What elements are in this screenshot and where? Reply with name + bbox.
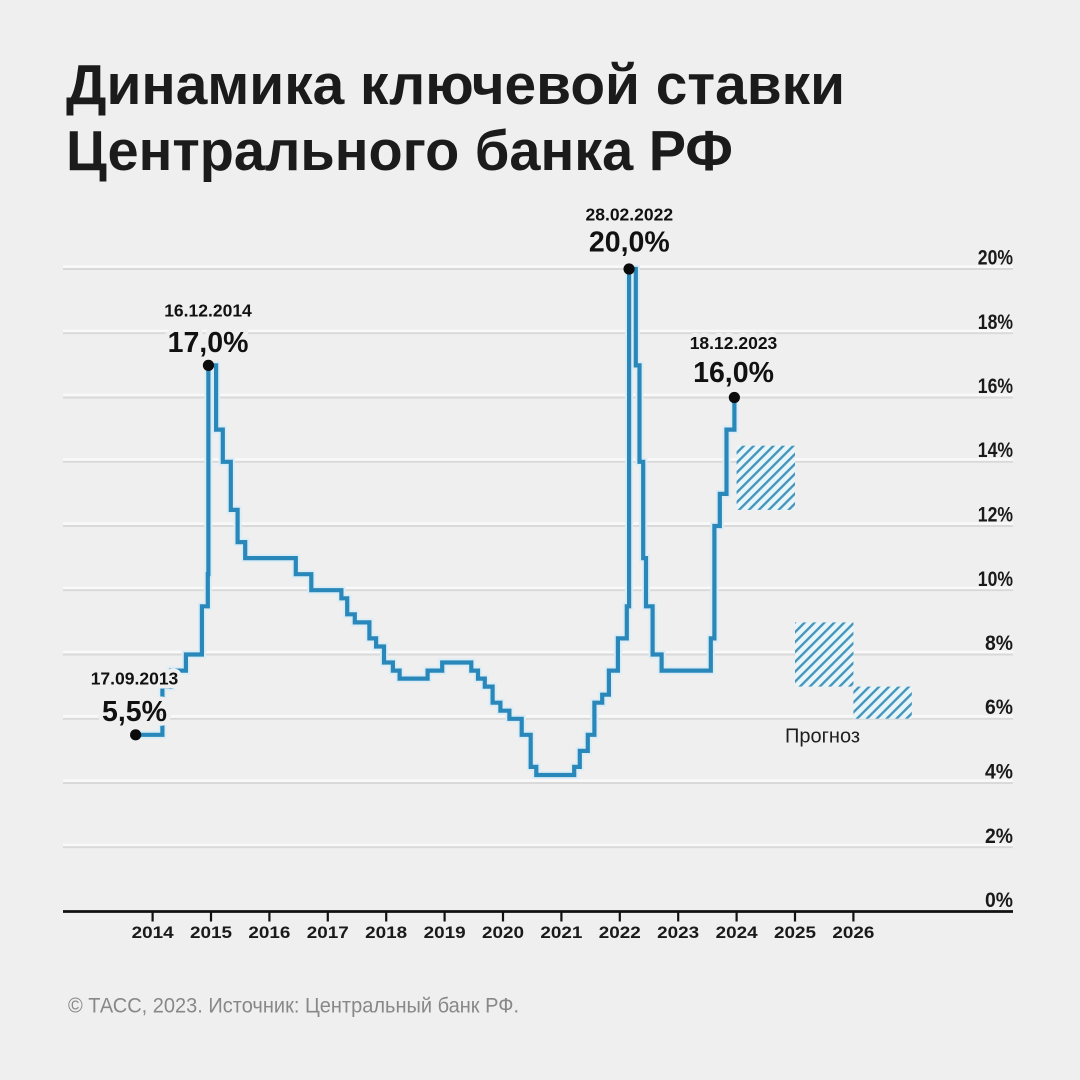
svg-text:2018: 2018 <box>365 924 407 942</box>
svg-text:5,5%: 5,5% <box>102 696 167 728</box>
svg-text:10%: 10% <box>978 567 1013 591</box>
svg-text:2017: 2017 <box>307 924 349 942</box>
svg-text:Динамика ключевой ставки: Динамика ключевой ставки <box>66 53 845 117</box>
svg-text:Прогноз: Прогноз <box>785 726 860 748</box>
svg-text:Центрального банка РФ: Центрального банка РФ <box>66 119 733 183</box>
svg-text:2025: 2025 <box>774 924 816 942</box>
svg-text:2014: 2014 <box>132 924 175 942</box>
svg-text:17,0%: 17,0% <box>168 327 249 359</box>
svg-text:2%: 2% <box>985 824 1013 848</box>
svg-text:2019: 2019 <box>424 924 466 942</box>
svg-text:2020: 2020 <box>482 924 524 942</box>
svg-text:2023: 2023 <box>657 924 699 942</box>
svg-text:2021: 2021 <box>540 924 582 942</box>
svg-text:18.12.2023: 18.12.2023 <box>690 333 778 353</box>
svg-text:20%: 20% <box>978 246 1013 270</box>
svg-text:2015: 2015 <box>190 924 232 942</box>
svg-text:2022: 2022 <box>599 924 641 942</box>
svg-text:2026: 2026 <box>832 924 874 942</box>
svg-text:18%: 18% <box>978 310 1013 334</box>
svg-text:2016: 2016 <box>248 924 290 942</box>
svg-text:0%: 0% <box>985 888 1013 912</box>
svg-text:16%: 16% <box>978 374 1013 398</box>
svg-text:16,0%: 16,0% <box>693 357 774 389</box>
svg-text:14%: 14% <box>978 438 1013 462</box>
svg-text:12%: 12% <box>978 503 1013 527</box>
svg-text:8%: 8% <box>985 631 1013 655</box>
svg-text:16.12.2014: 16.12.2014 <box>164 300 252 320</box>
svg-text:2024: 2024 <box>716 924 759 942</box>
svg-text:4%: 4% <box>985 760 1013 784</box>
svg-text:6%: 6% <box>985 695 1013 719</box>
svg-text:17.09.2013: 17.09.2013 <box>91 669 179 689</box>
svg-text:28.02.2022: 28.02.2022 <box>586 205 674 225</box>
svg-text:© ТАСС, 2023. Источник: Центра: © ТАСС, 2023. Источник: Центральный банк… <box>68 995 519 1018</box>
svg-text:20,0%: 20,0% <box>589 227 670 259</box>
